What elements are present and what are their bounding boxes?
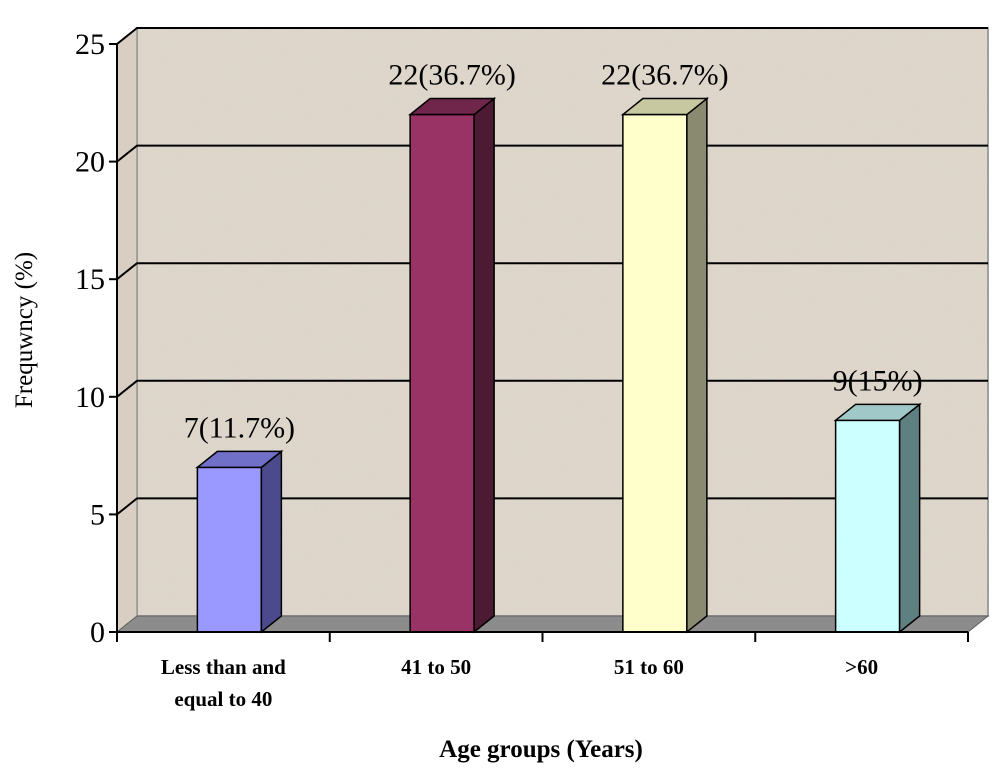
category-label-1: equal to 40 [174,687,272,711]
category-label-4: >60 [845,655,878,679]
bar-top [833,403,922,422]
y-tick-label: 15 [75,263,105,296]
y-tick-label: 5 [90,498,105,531]
bar-front [834,419,901,633]
category-label-1: Less than and [161,655,286,679]
bar-side [473,96,495,634]
bar-front [409,113,475,633]
bar-top [407,97,497,116]
bar-3[interactable] [620,96,710,634]
side-wall [116,26,138,634]
bar-side [260,449,283,634]
y-tick-label: 0 [90,616,105,649]
y-tick-label: 25 [75,28,105,61]
bar-front [622,113,688,633]
data-label-2: 22(36.7%) [388,59,515,92]
category-label-3: 51 to 60 [614,655,684,679]
y-tick-label: 10 [75,381,105,414]
bar-top [195,450,284,469]
category-label-2: 41 to 50 [401,655,471,679]
bar-1[interactable] [195,449,284,634]
bar-4[interactable] [833,402,922,634]
data-label-1: 7(11.7%) [184,411,295,444]
y-axis-title: Frequwncy (%) [11,252,38,408]
bar-side [686,96,708,634]
x-axis-title: Age groups (Years) [439,736,643,763]
data-label-4: 9(15%) [833,364,923,397]
bar-top [620,97,710,116]
bar-2[interactable] [407,96,497,634]
bar-front [196,466,263,633]
y-tick-label: 20 [75,146,105,179]
gridline [116,27,988,45]
data-label-3: 22(36.7%) [601,59,728,92]
bar-side [898,402,921,634]
